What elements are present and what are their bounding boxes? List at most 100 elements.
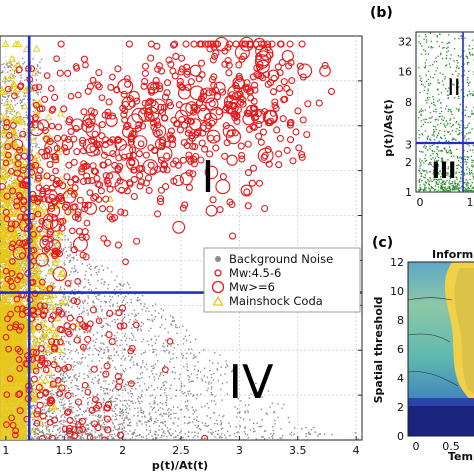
coda-point <box>20 432 28 440</box>
noise-point <box>45 335 48 337</box>
noise-point <box>72 369 74 371</box>
mw-point <box>182 40 190 48</box>
noise-point <box>89 346 91 349</box>
coda-point <box>21 158 29 165</box>
noise-point <box>89 434 91 436</box>
coda-point <box>0 366 7 373</box>
noise-point <box>66 375 69 377</box>
noise-point <box>210 391 213 394</box>
noise-point <box>100 439 102 440</box>
mw-point <box>48 107 56 114</box>
noise-point <box>122 299 125 301</box>
mw-point <box>7 225 15 233</box>
noise-point <box>79 436 82 439</box>
noise-point <box>58 439 61 440</box>
noise-point <box>69 286 72 288</box>
noise-point <box>103 317 105 320</box>
mw-point <box>120 322 128 330</box>
noise-point <box>220 423 222 425</box>
mw-point <box>60 134 68 142</box>
noise-point <box>95 287 97 290</box>
noise-point <box>135 388 137 390</box>
noise-point <box>49 295 51 298</box>
noise-point <box>88 394 90 396</box>
mw-point <box>221 152 229 160</box>
coda-point <box>14 110 22 118</box>
noise-point <box>67 438 69 440</box>
noise-point <box>64 437 66 439</box>
noise-point <box>42 335 44 338</box>
noise-point <box>171 316 174 318</box>
noise-point <box>135 439 137 440</box>
coda-point <box>7 303 16 311</box>
noise-point <box>33 424 35 426</box>
noise-point <box>81 436 83 439</box>
noise-point <box>114 380 116 383</box>
coda-point <box>38 332 47 339</box>
mw-point <box>67 127 75 136</box>
noise-point <box>47 426 50 428</box>
noise-point <box>20 74 22 77</box>
coda-point <box>2 368 11 376</box>
mw-point <box>116 177 124 185</box>
noise-point <box>114 404 117 407</box>
noise-point <box>180 382 183 384</box>
noise-point <box>36 132 39 135</box>
noise-point <box>153 379 156 381</box>
noise-point <box>66 257 68 259</box>
noise-point <box>126 424 129 426</box>
noise-point <box>205 381 207 383</box>
noise-point <box>122 285 124 287</box>
noise-point <box>31 404 34 407</box>
noise-point <box>51 439 54 440</box>
noise-point <box>83 331 85 334</box>
noise-point <box>37 439 39 440</box>
noise-point <box>124 417 126 419</box>
mw-point <box>166 102 175 110</box>
mw-point <box>16 146 24 154</box>
coda-point <box>42 254 50 262</box>
noise-point <box>136 319 138 322</box>
noise-point <box>8 222 11 224</box>
noise-point <box>108 356 111 359</box>
noise-point <box>173 377 176 380</box>
mw-point <box>74 211 82 218</box>
noise-point <box>175 324 177 326</box>
noise-point <box>1 294 4 296</box>
noise-point <box>102 422 105 424</box>
noise-point <box>128 345 131 347</box>
coda-point <box>2 171 10 178</box>
noise-point <box>210 393 213 396</box>
noise-point <box>2 206 4 208</box>
noise-point <box>142 338 145 340</box>
noise-point <box>100 305 102 308</box>
noise-point <box>49 232 52 234</box>
noise-point <box>180 384 183 387</box>
noise-point <box>63 381 65 384</box>
noise-point <box>226 381 228 384</box>
noise-point <box>81 300 84 302</box>
noise-point <box>100 282 103 284</box>
mw-point <box>159 136 167 144</box>
noise-point <box>310 428 313 431</box>
noise-point <box>196 416 198 418</box>
noise-point <box>50 436 53 438</box>
noise-point <box>124 383 127 385</box>
noise-point <box>3 132 5 134</box>
noise-point <box>168 439 170 440</box>
noise-point <box>16 97 18 99</box>
noise-point <box>153 400 156 402</box>
coda-point <box>10 156 19 164</box>
mw-point <box>70 135 78 143</box>
noise-point <box>144 366 146 368</box>
noise-point <box>19 234 21 237</box>
noise-point <box>129 421 132 424</box>
noise-point <box>58 401 61 403</box>
mw-point <box>48 122 56 130</box>
noise-point <box>48 429 50 432</box>
noise-point <box>117 305 119 308</box>
noise-point <box>114 321 116 323</box>
noise-point <box>132 361 134 363</box>
noise-point <box>31 130 33 132</box>
noise-point <box>131 436 134 439</box>
